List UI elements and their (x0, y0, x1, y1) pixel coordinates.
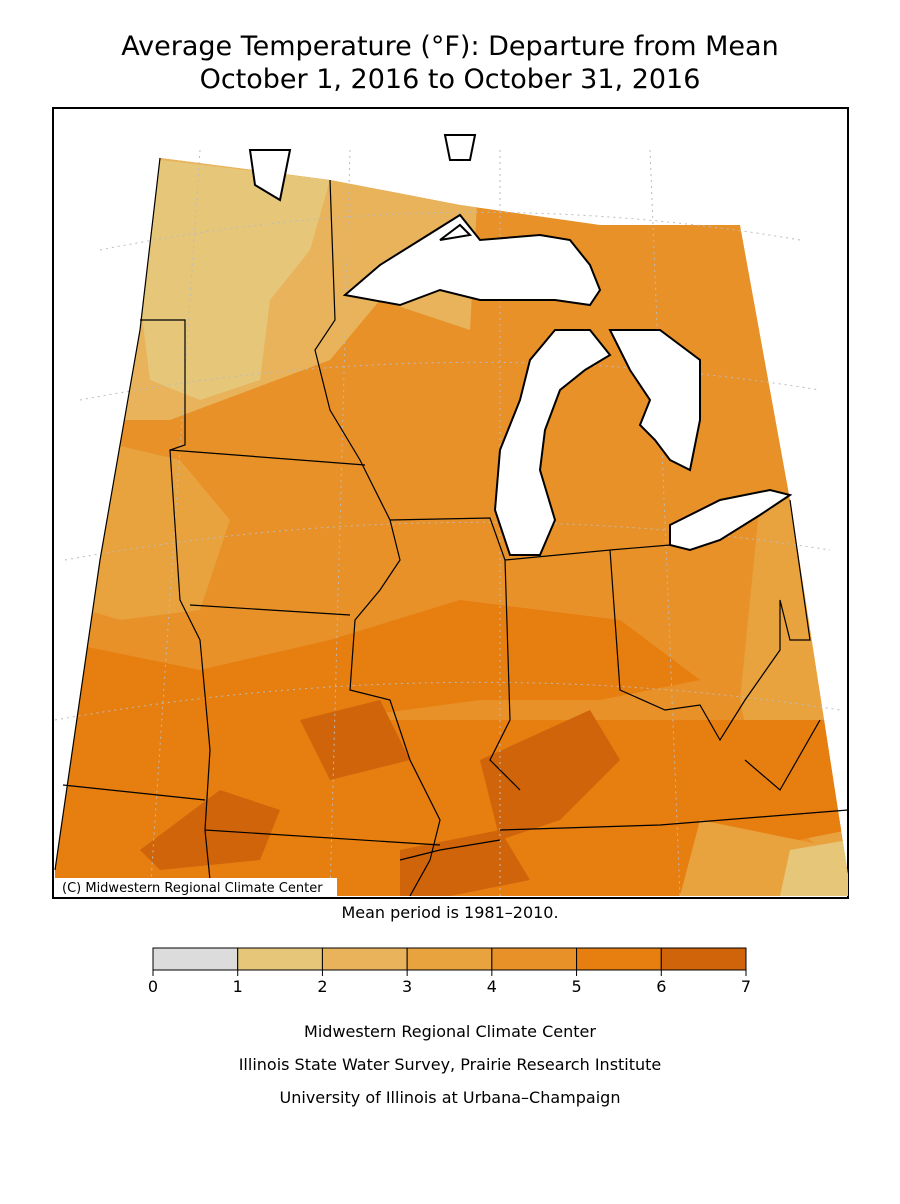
legend-bin (237, 947, 323, 971)
legend-tick-label: 4 (487, 977, 497, 996)
legend-bin (406, 947, 493, 971)
copyright-box (55, 878, 337, 897)
legend-bin (660, 947, 747, 971)
legend: 0 1 2 3 4 5 6 7 (148, 947, 751, 996)
lake-superior (342, 213, 602, 307)
credit: University of Illinois at Urbana–Champai… (280, 1088, 621, 1107)
legend-bin (491, 947, 578, 971)
legend-tick-label: 2 (317, 977, 327, 996)
legend-tick-label: 7 (741, 977, 751, 996)
legend-tick-label: 6 (656, 977, 666, 996)
lake-erie (669, 488, 793, 552)
lake-huron (608, 329, 701, 472)
legend-tick-label: 5 (571, 977, 581, 996)
legend-bin (576, 947, 662, 971)
credit: Midwestern Regional Climate Center (304, 1022, 596, 1041)
title-line: Average Temperature (°F): Departure from… (121, 31, 778, 62)
credit: Illinois State Water Survey, Prairie Res… (239, 1055, 662, 1074)
legend-bin (152, 947, 239, 971)
mean-period-note: Mean period is 1981–2010. (341, 903, 558, 922)
title-line: October 1, 2016 to October 31, 2016 (200, 64, 701, 95)
legend-tick-label: 3 (402, 977, 412, 996)
legend-bin (321, 947, 408, 971)
lake-michigan (493, 329, 612, 556)
islands (248, 134, 477, 241)
map: (C) Midwestern Regional Climate Center (52, 107, 849, 899)
legend-tick-label: 1 (233, 977, 243, 996)
copyright: (C) Midwestern Regional Climate Center (62, 881, 323, 896)
legend-tick-label: 0 (148, 977, 158, 996)
